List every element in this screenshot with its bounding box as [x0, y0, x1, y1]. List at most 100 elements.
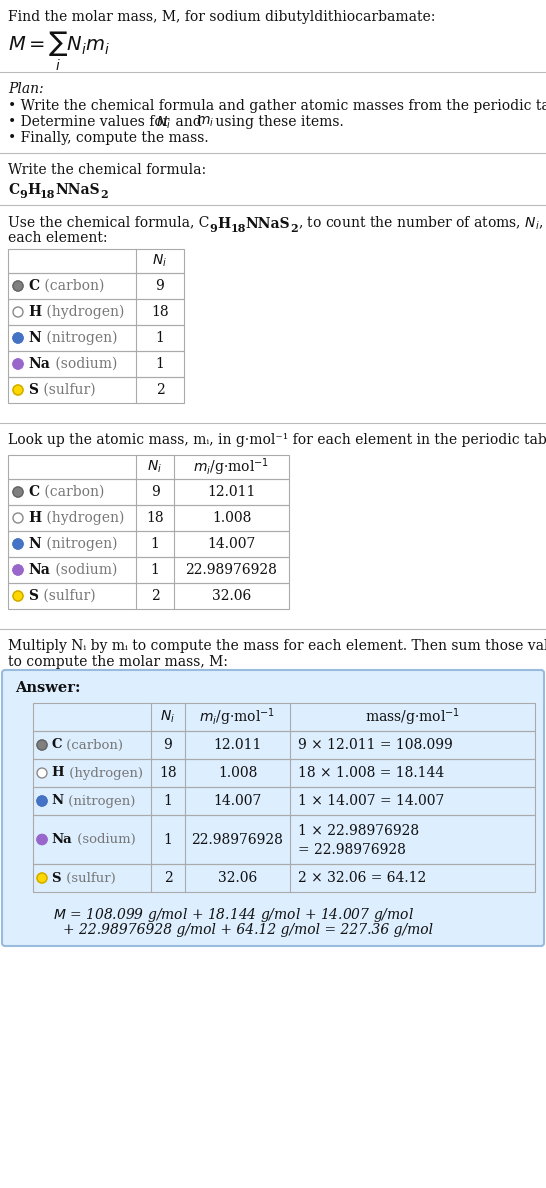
Bar: [8, 479, 289, 505]
Circle shape: [13, 539, 23, 549]
Text: 2: 2: [151, 589, 159, 604]
Text: using these items.: using these items.: [211, 115, 344, 129]
Text: (carbon): (carbon): [40, 279, 104, 293]
Text: 9: 9: [209, 223, 217, 234]
Circle shape: [13, 513, 23, 523]
Text: 12.011: 12.011: [207, 485, 256, 499]
Text: NNaS: NNaS: [55, 183, 100, 197]
Circle shape: [37, 767, 47, 778]
Bar: [33, 731, 535, 759]
Bar: [8, 557, 289, 583]
Text: mass/g·mol$^{-1}$: mass/g·mol$^{-1}$: [365, 706, 460, 728]
Text: 9: 9: [19, 189, 27, 200]
Circle shape: [37, 796, 47, 805]
Text: 2: 2: [100, 189, 108, 200]
Text: Look up the atomic mass, mᵢ, in g·mol⁻¹ for each element in the periodic table:: Look up the atomic mass, mᵢ, in g·mol⁻¹ …: [8, 432, 546, 447]
Text: each element:: each element:: [8, 230, 108, 245]
Text: Plan:: Plan:: [8, 82, 44, 96]
Circle shape: [13, 590, 23, 601]
Text: 12.011: 12.011: [213, 738, 262, 752]
Text: (nitrogen): (nitrogen): [64, 795, 135, 808]
Text: $m_i$/g·mol$^{-1}$: $m_i$/g·mol$^{-1}$: [199, 706, 276, 728]
Text: 18 × 1.008 = 18.144: 18 × 1.008 = 18.144: [298, 766, 444, 781]
Text: 9: 9: [151, 485, 159, 499]
Text: (hydrogen): (hydrogen): [64, 766, 143, 779]
Circle shape: [37, 834, 47, 845]
Bar: [33, 815, 535, 864]
Bar: [8, 326, 184, 350]
Bar: [33, 703, 535, 731]
Text: • Write the chemical formula and gather atomic masses from the periodic table.: • Write the chemical formula and gather …: [8, 99, 546, 113]
Text: (sodium): (sodium): [51, 358, 117, 371]
Bar: [8, 249, 184, 273]
Circle shape: [13, 359, 23, 369]
Text: 18: 18: [146, 511, 164, 525]
Bar: [33, 786, 535, 815]
Bar: [8, 350, 184, 377]
Bar: [8, 505, 289, 531]
Text: $M = \sum_i N_i m_i$: $M = \sum_i N_i m_i$: [8, 30, 110, 74]
Circle shape: [13, 307, 23, 317]
Text: H: H: [27, 183, 40, 197]
Text: S: S: [51, 872, 61, 885]
Text: H: H: [28, 511, 41, 525]
Text: $m_i$/g·mol$^{-1}$: $m_i$/g·mol$^{-1}$: [193, 456, 270, 478]
Text: N: N: [28, 537, 41, 551]
Bar: [8, 531, 289, 557]
FancyBboxPatch shape: [2, 670, 544, 946]
Text: C: C: [28, 485, 39, 499]
Text: = 22.98976928: = 22.98976928: [298, 843, 406, 858]
Text: 32.06: 32.06: [218, 871, 257, 885]
Text: Use the chemical formula, C: Use the chemical formula, C: [8, 215, 209, 229]
Text: S: S: [28, 383, 38, 397]
Bar: [8, 273, 184, 299]
Text: 2: 2: [290, 223, 298, 234]
Text: 1: 1: [164, 794, 173, 808]
Text: 1 × 22.98976928: 1 × 22.98976928: [298, 824, 419, 839]
Text: 14.007: 14.007: [213, 794, 262, 808]
Bar: [8, 583, 289, 609]
Text: $N_i$: $N_i$: [156, 115, 171, 132]
Text: $N_i$: $N_i$: [147, 459, 163, 475]
Text: (sulfur): (sulfur): [62, 872, 115, 885]
Text: 22.98976928: 22.98976928: [186, 563, 277, 577]
Bar: [8, 455, 289, 479]
Text: H: H: [28, 305, 41, 320]
Text: 1.008: 1.008: [218, 766, 257, 781]
Bar: [8, 299, 184, 326]
Text: Write the chemical formula:: Write the chemical formula:: [8, 163, 206, 177]
Text: Na: Na: [51, 833, 72, 846]
Circle shape: [37, 740, 47, 750]
Text: $N_i$: $N_i$: [152, 253, 168, 270]
Circle shape: [13, 282, 23, 291]
Text: + 22.98976928 g/mol + 64.12 g/mol = 227.36 g/mol: + 22.98976928 g/mol + 64.12 g/mol = 227.…: [63, 923, 433, 937]
Text: 1: 1: [164, 833, 173, 847]
Text: 18: 18: [230, 223, 246, 234]
Text: to compute the molar mass, M:: to compute the molar mass, M:: [8, 655, 228, 669]
Text: Multiply Nᵢ by mᵢ to compute the mass for each element. Then sum those values: Multiply Nᵢ by mᵢ to compute the mass fo…: [8, 639, 546, 653]
Text: 1: 1: [151, 537, 159, 551]
Text: NNaS: NNaS: [246, 217, 290, 230]
Text: Na: Na: [28, 563, 50, 577]
Text: (sulfur): (sulfur): [39, 383, 96, 397]
Text: S: S: [28, 589, 38, 604]
Text: (sodium): (sodium): [51, 563, 117, 577]
Text: 14.007: 14.007: [207, 537, 256, 551]
Text: 18: 18: [40, 189, 55, 200]
Text: C: C: [51, 739, 62, 752]
Text: 22.98976928: 22.98976928: [192, 833, 283, 847]
Text: C: C: [8, 183, 19, 197]
Text: Answer:: Answer:: [15, 681, 80, 695]
Text: (hydrogen): (hydrogen): [42, 305, 124, 320]
Text: $M$ = 108.099 g/mol + 18.144 g/mol + 14.007 g/mol: $M$ = 108.099 g/mol + 18.144 g/mol + 14.…: [53, 906, 414, 924]
Text: (hydrogen): (hydrogen): [42, 511, 124, 525]
Text: 2: 2: [164, 871, 173, 885]
Text: (sodium): (sodium): [73, 833, 135, 846]
Text: (carbon): (carbon): [40, 485, 104, 499]
Text: (nitrogen): (nitrogen): [41, 330, 117, 346]
Text: • Finally, compute the mass.: • Finally, compute the mass.: [8, 131, 209, 145]
Text: and: and: [171, 115, 206, 129]
Text: (nitrogen): (nitrogen): [41, 537, 117, 551]
Text: 32.06: 32.06: [212, 589, 251, 604]
Text: C: C: [28, 279, 39, 293]
